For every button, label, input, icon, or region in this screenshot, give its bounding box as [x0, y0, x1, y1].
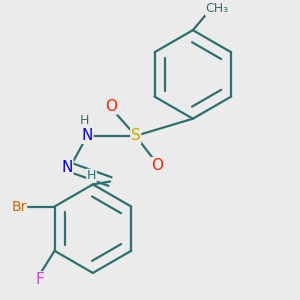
Text: N: N	[82, 128, 93, 143]
Text: H: H	[80, 114, 89, 127]
Text: Br: Br	[11, 200, 26, 214]
Text: N: N	[61, 160, 73, 175]
Text: H: H	[87, 169, 96, 182]
Text: S: S	[131, 128, 141, 143]
Text: O: O	[151, 158, 163, 173]
Text: F: F	[36, 272, 45, 287]
Text: O: O	[105, 99, 117, 114]
Text: CH₃: CH₃	[206, 2, 229, 15]
